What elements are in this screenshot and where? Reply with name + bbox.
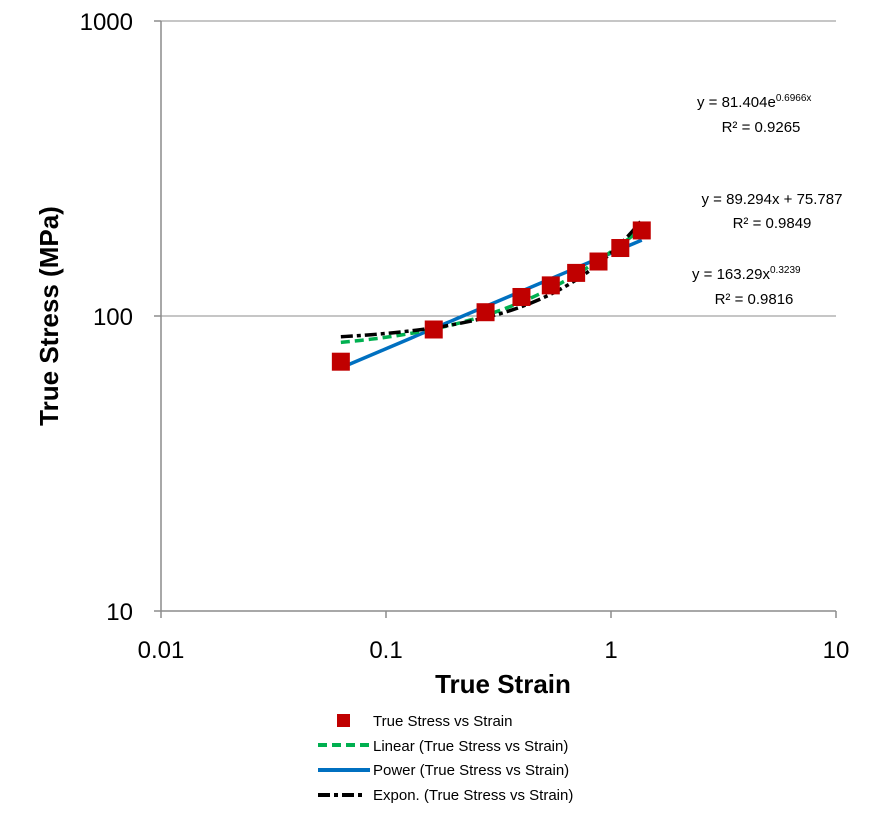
legend: True Stress vs Strain Linear (True Stres… <box>318 713 573 804</box>
y-tick-label-0: 10 <box>106 599 133 626</box>
legend-marker-square <box>337 714 350 727</box>
legend-label-linear: Linear (True Stress vs Strain) <box>373 738 568 755</box>
data-point-1 <box>424 320 443 339</box>
linear-trendline <box>340 227 643 345</box>
x-tick-label-3: 10 <box>823 637 850 664</box>
x-tick-label-2: 1 <box>604 637 617 664</box>
x-axis-title: True Strain <box>435 669 571 699</box>
linear-r2: R² = 0.9849 <box>733 215 812 232</box>
x-tick-label-1: 0.1 <box>369 637 402 664</box>
expon-equation: y = 81.404e0.6966x <box>697 93 811 111</box>
linear-equation: y = 89.294x + 75.787 <box>702 191 843 208</box>
power-r2: R² = 0.9816 <box>715 291 794 308</box>
y-tick-labels: 10 100 1000 <box>80 9 133 626</box>
y-axis-title: True Stress (MPa) <box>34 206 64 426</box>
legend-label-data: True Stress vs Strain <box>373 713 512 730</box>
power-equation: y = 163.29x0.3239 <box>692 265 801 283</box>
data-point-6 <box>589 252 608 271</box>
data-point-5 <box>567 263 586 282</box>
legend-label-expon: Expon. (True Stress vs Strain) <box>373 787 573 804</box>
x-tick-labels: 0.01 0.1 1 10 <box>138 637 850 664</box>
data-point-0 <box>331 352 350 371</box>
trendlines <box>340 218 644 370</box>
data-point-8 <box>632 221 651 240</box>
legend-label-power: Power (True Stress vs Strain) <box>373 762 569 779</box>
data-markers <box>331 221 651 371</box>
x-tick-label-0: 0.01 <box>138 637 185 664</box>
data-point-2 <box>476 303 495 322</box>
data-point-7 <box>611 239 630 258</box>
y-tick-label-1: 100 <box>93 304 133 331</box>
y-tick-label-2: 1000 <box>80 9 133 36</box>
data-point-4 <box>541 276 560 295</box>
data-point-3 <box>512 287 531 306</box>
axes <box>154 20 837 618</box>
expon-r2: R² = 0.9265 <box>722 119 801 136</box>
